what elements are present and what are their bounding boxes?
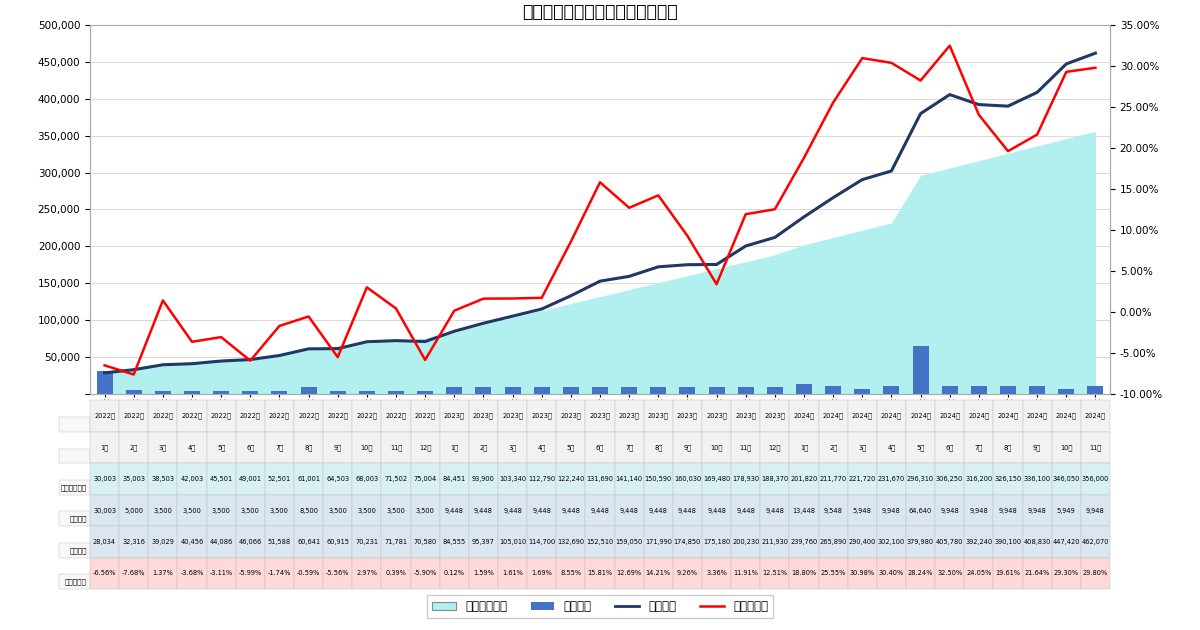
Bar (96, 372, 113, 394)
Bar (126, 390, 142, 394)
Bar (767, 387, 782, 394)
Bar (622, 387, 637, 394)
Bar (883, 386, 900, 394)
Bar (504, 387, 521, 394)
Bar (1087, 386, 1104, 394)
Bar (271, 391, 288, 394)
Bar (1030, 386, 1045, 394)
Bar (650, 387, 666, 394)
Bar (942, 386, 958, 394)
Bar (971, 386, 986, 394)
Bar (708, 387, 725, 394)
Bar (300, 387, 317, 394)
Bar (330, 391, 346, 394)
Legend: 受渡金額合計, 受渡金額, 評価金額, 評価損益率: 受渡金額合計, 受渡金額, 評価金額, 評価損益率 (427, 595, 773, 618)
Bar (155, 391, 170, 394)
Bar (446, 387, 462, 394)
Bar (214, 391, 229, 394)
Bar (1058, 389, 1074, 394)
Bar (359, 391, 374, 394)
Bar (242, 391, 258, 394)
Bar (534, 387, 550, 394)
Bar (738, 387, 754, 394)
Bar (1000, 386, 1016, 394)
Bar (388, 391, 404, 394)
Bar (679, 387, 696, 394)
Bar (854, 389, 870, 394)
Bar (796, 384, 812, 394)
Bar (592, 387, 608, 394)
Bar (475, 387, 492, 394)
Title: わが家のひふみワールド運用実績: わが家のひふみワールド運用実績 (522, 3, 678, 21)
Bar (563, 387, 578, 394)
Bar (912, 346, 929, 394)
Bar (826, 386, 841, 394)
Bar (184, 391, 200, 394)
Bar (418, 391, 433, 394)
